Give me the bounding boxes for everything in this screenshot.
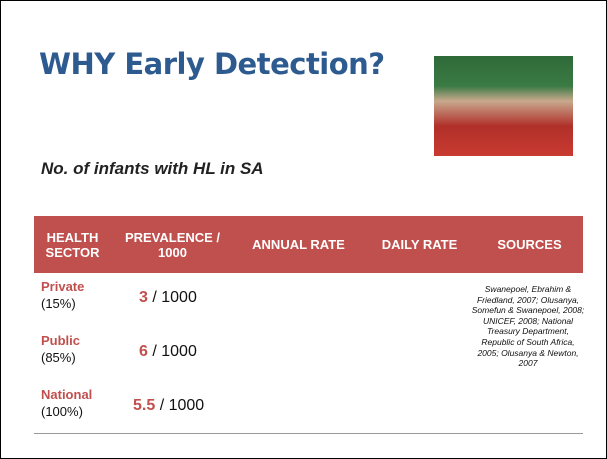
photo bbox=[434, 56, 573, 156]
sources: Swanepoel, Ebrahim & Friedland, 2007; Ol… bbox=[471, 284, 585, 369]
prevalence: 3 / 1000 bbox=[139, 289, 197, 307]
sector-share: (100%) bbox=[41, 404, 83, 419]
prevalence: 6 / 1000 bbox=[139, 343, 197, 361]
prevalence-value: 5.5 bbox=[133, 397, 155, 414]
prevalence-value: 6 bbox=[139, 343, 148, 360]
sector-name: Public bbox=[41, 333, 80, 348]
prevalence-unit: / 1000 bbox=[160, 397, 204, 414]
column-header: SOURCES bbox=[476, 216, 583, 273]
prevalence-unit: / 1000 bbox=[152, 289, 196, 306]
prevalence: 5.5 / 1000 bbox=[133, 397, 204, 415]
column-header: DAILY RATE bbox=[363, 216, 476, 273]
prevalence-value: 3 bbox=[139, 289, 148, 306]
sector-name: National bbox=[41, 387, 92, 402]
slide: WHY Early Detection? No. of infants with… bbox=[0, 0, 607, 459]
table-border bbox=[34, 433, 583, 434]
sector-share: (85%) bbox=[41, 350, 76, 365]
subtitle: No. of infants with HL in SA bbox=[41, 159, 264, 179]
title: WHY Early Detection? bbox=[39, 47, 385, 81]
prevalence-unit: / 1000 bbox=[152, 343, 196, 360]
column-header: ANNUAL RATE bbox=[234, 216, 363, 273]
column-header: PREVALENCE / 1000 bbox=[111, 216, 234, 273]
column-header: HEALTH SECTOR bbox=[34, 216, 111, 273]
sector-share: (15%) bbox=[41, 296, 76, 311]
sector-name: Private bbox=[41, 279, 84, 294]
